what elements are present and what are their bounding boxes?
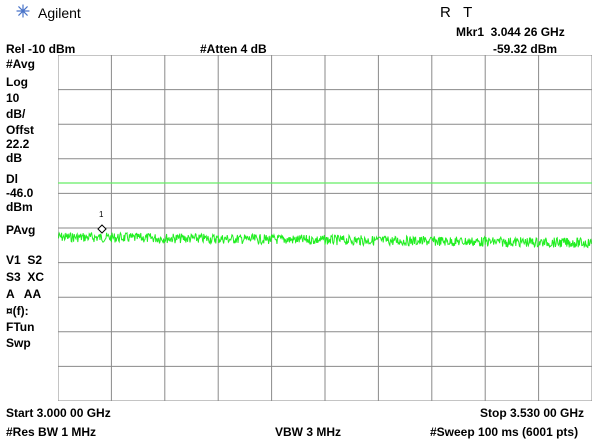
video-bandwidth: VBW 3 MHz [275, 425, 341, 439]
marker-number: 1 [99, 210, 104, 219]
resolution-bandwidth: #Res BW 1 MHz [6, 425, 97, 439]
scale-type: Log [6, 75, 28, 89]
function-label: ¤(f): [6, 304, 29, 318]
agilent-logo-icon [16, 4, 30, 18]
trace-status-line-1: V1 S2 [6, 253, 43, 267]
sweep-label: Swp [6, 336, 31, 350]
display-line-label: Dl [6, 172, 18, 186]
marker-diamond-icon[interactable] [97, 224, 107, 234]
reference-level: Rel -10 dBm [6, 42, 76, 56]
marker-readout-frequency: Mkr1 3.044 26 GHz [456, 25, 565, 39]
offset-value: 22.2 [6, 137, 30, 151]
display-line-value: -46.0 [6, 186, 34, 200]
frequency-tune-label: FTun [6, 320, 35, 334]
attenuation: #Atten 4 dB [200, 42, 267, 56]
scale-value: 10 [6, 91, 20, 105]
average-indicator: #Avg [6, 57, 35, 71]
marker-readout-amplitude: -59.32 dBm [493, 42, 558, 56]
stop-frequency: Stop 3.530 00 GHz [480, 406, 585, 420]
scale-unit: dB/ [6, 107, 26, 121]
trace-status-line-3: A AA [6, 287, 42, 301]
spectrum-display[interactable]: 1 [58, 55, 592, 401]
display-line-unit: dBm [6, 200, 33, 214]
trace-status-line-2: S3 XC [6, 270, 45, 284]
spectrum-trace [58, 231, 592, 249]
offset-unit: dB [6, 151, 22, 165]
brand-name: Agilent [38, 5, 81, 21]
offset-label: Offst [6, 123, 34, 137]
detector-mode: PAvg [6, 223, 36, 237]
graticule-grid [58, 55, 592, 401]
sweep-time: #Sweep 100 ms (6001 pts) [430, 425, 579, 439]
start-frequency: Start 3.000 00 GHz [6, 406, 111, 420]
status-indicator: R T [440, 4, 473, 21]
